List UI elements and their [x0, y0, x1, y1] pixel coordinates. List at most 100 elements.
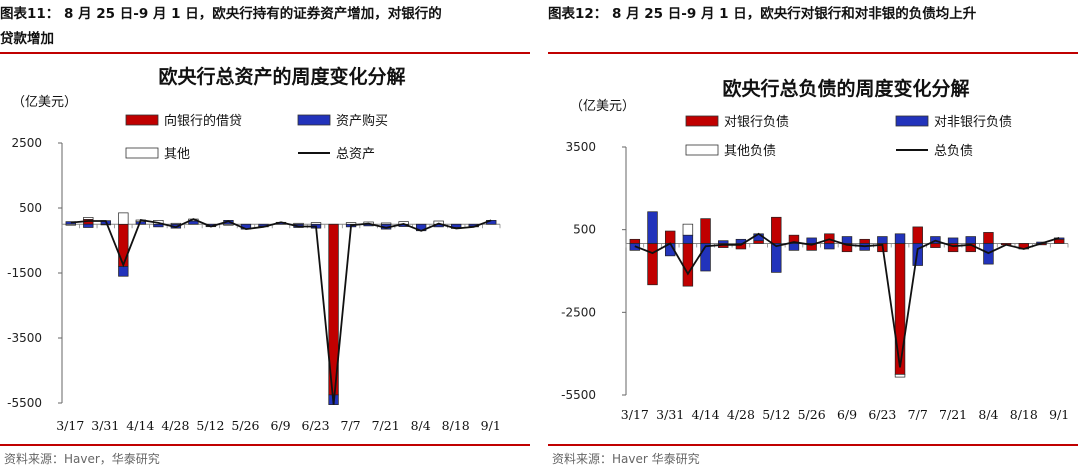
x-tick-label: 5/26	[798, 407, 826, 422]
bar	[629, 238, 641, 244]
legend-swatch-bar	[297, 114, 331, 126]
bar	[682, 234, 694, 244]
y-tick-label: 3500	[565, 140, 596, 154]
bar	[771, 216, 782, 244]
source-note: 资料来源：Haver，华泰研究	[4, 452, 160, 466]
figure-heading: 图表12： 8 月 25 日-9 月 1 日，欧央行对银行和对非银的负债均上升	[548, 2, 1078, 27]
x-tick-label: 7/21	[939, 407, 967, 422]
x-tick-label: 4/14	[126, 418, 154, 433]
legend-label: 总资产	[336, 147, 375, 162]
legend-label: 其他	[164, 147, 190, 162]
x-tick-label: 7/7	[908, 407, 928, 422]
x-tick-label: 3/17	[621, 407, 649, 422]
legend-swatch-bar	[685, 115, 719, 127]
bar	[682, 223, 694, 236]
bar	[771, 243, 782, 273]
x-tick-label: 5/12	[196, 418, 224, 433]
x-tick-label: 3/17	[56, 418, 84, 433]
bar	[647, 243, 658, 286]
legend-label: 总负债	[934, 144, 973, 159]
x-tick-label: 8/18	[1010, 407, 1038, 422]
bar	[894, 233, 906, 244]
bar	[930, 243, 941, 248]
x-tick-label: 6/23	[868, 407, 896, 422]
bar	[647, 211, 658, 244]
y-tick-label: 500	[573, 223, 596, 237]
bar	[824, 243, 835, 250]
bar	[806, 237, 817, 244]
chart-panel-left: 图表11： 8 月 25 日-9 月 1 日，欧央行持有的证券资产增加，对银行的…	[0, 0, 532, 470]
figure-heading-line-1: 图表11： 8 月 25 日-9 月 1 日，欧央行持有的证券资产增加，对银行的	[0, 6, 442, 22]
legend-swatch-bar	[125, 147, 159, 159]
bar	[700, 218, 711, 244]
legend-swatch-bar	[685, 144, 719, 156]
bar	[310, 222, 322, 225]
bar	[912, 226, 923, 244]
y-axis-unit-label: （亿美元）	[12, 95, 77, 110]
legend-label: 其他负债	[724, 144, 776, 159]
y-tick-label: -5500	[561, 388, 596, 402]
chart-title: 欧央行总负债的周度变化分解	[722, 77, 969, 100]
x-tick-label: 4/14	[692, 407, 720, 422]
chart-panel-right: 图表12： 8 月 25 日-9 月 1 日，欧央行对银行和对非银的负债均上升 …	[548, 0, 1080, 470]
total-series-line	[634, 232, 1060, 368]
bar	[1053, 238, 1065, 244]
x-tick-label: 4/28	[161, 418, 189, 433]
y-tick-label: -3500	[7, 331, 42, 345]
bar	[700, 243, 711, 272]
bar	[859, 238, 870, 244]
y-tick-label: -1500	[7, 266, 42, 280]
legend-swatch-bar	[895, 115, 929, 127]
x-tick-label: 5/12	[762, 407, 790, 422]
x-tick-label: 8/4	[978, 407, 998, 422]
x-tick-label: 6/23	[302, 418, 330, 433]
bar	[788, 243, 800, 251]
y-tick-label: 500	[19, 201, 42, 215]
bar	[65, 223, 76, 226]
y-tick-label: -5500	[7, 396, 42, 410]
legend-label: 对非银行负债	[934, 115, 1012, 130]
figure-heading: 图表11： 8 月 25 日-9 月 1 日，欧央行持有的证券资产增加，对银行的…	[0, 2, 530, 52]
y-axis-unit-label: （亿美元）	[570, 99, 635, 114]
bar	[664, 230, 676, 244]
x-tick-label: 9/1	[1049, 407, 1069, 422]
source-note: 资料来源：Haver 华泰研究	[552, 452, 700, 466]
legend-label: 向银行的借贷	[164, 113, 242, 129]
bar	[83, 217, 94, 220]
bar	[965, 236, 976, 244]
bar	[947, 237, 959, 244]
bar	[894, 373, 906, 378]
bar	[223, 223, 234, 226]
x-tick-label: 4/28	[727, 407, 755, 422]
figure-heading-line-2: 贷款增加	[0, 31, 54, 47]
bar	[118, 223, 129, 267]
bar	[118, 212, 129, 225]
bars	[65, 212, 497, 405]
x-tick-label: 9/1	[481, 418, 501, 433]
bar	[100, 223, 111, 226]
source-divider	[548, 444, 1078, 446]
bar	[718, 240, 729, 244]
x-tick-label: 5/26	[231, 418, 259, 433]
x-tick-label: 8/18	[442, 418, 470, 433]
legend-label: 资产购买	[336, 113, 388, 129]
heading-divider	[0, 52, 530, 54]
bar	[380, 222, 392, 225]
bar	[753, 240, 764, 244]
bar	[877, 236, 888, 244]
x-tick-label: 6/9	[837, 407, 857, 422]
bars	[629, 211, 1065, 378]
x-tick-label: 3/31	[656, 407, 684, 422]
chart-title: 欧央行总资产的周度变化分解	[158, 65, 405, 88]
bar	[293, 222, 304, 225]
y-tick-label: 2500	[11, 136, 42, 150]
figure-heading-line-1: 图表12： 8 月 25 日-9 月 1 日，欧央行对银行和对非银的负债均上升	[548, 6, 977, 22]
heading-divider	[548, 52, 1078, 54]
x-tick-label: 7/21	[372, 418, 400, 433]
bar	[841, 236, 853, 244]
bar	[894, 243, 906, 375]
bar	[118, 266, 129, 277]
bar	[983, 232, 994, 244]
